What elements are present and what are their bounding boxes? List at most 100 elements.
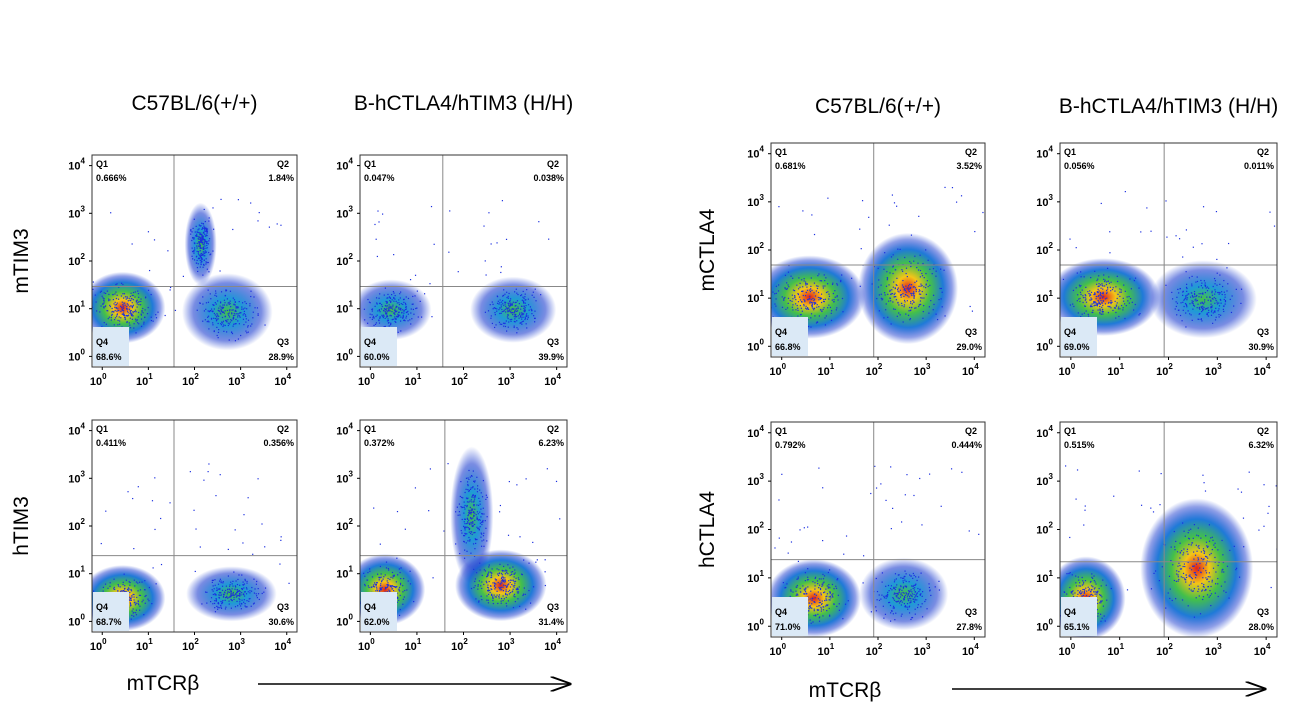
event-dot	[230, 591, 232, 593]
event-dot	[818, 306, 820, 308]
event-dot	[484, 520, 486, 522]
event-dot	[898, 602, 901, 604]
event-dot	[832, 596, 834, 598]
event-dot	[508, 309, 511, 311]
event-dot	[494, 584, 496, 586]
event-dot	[202, 232, 204, 234]
event-dot	[927, 285, 929, 288]
event-dot	[1191, 283, 1193, 285]
event-dot	[473, 481, 476, 483]
event-dot	[823, 581, 825, 583]
event-dot	[397, 316, 400, 318]
event-dot	[498, 309, 500, 311]
event-dot	[241, 588, 243, 590]
event-dot	[494, 586, 497, 589]
event-dot	[911, 294, 913, 297]
event-dot	[229, 595, 232, 597]
event-dot	[1210, 300, 1212, 302]
tick-exp: 3	[760, 193, 765, 202]
event-dot	[405, 304, 407, 306]
tick-label: 104	[1254, 362, 1271, 378]
event-dot	[1101, 283, 1103, 285]
event-dot	[390, 305, 392, 308]
event-dot	[815, 322, 818, 324]
event-dot	[514, 572, 516, 574]
event-dot	[969, 305, 971, 308]
event-dot	[1218, 302, 1220, 304]
event-dot	[932, 294, 935, 296]
event-dot	[784, 296, 786, 299]
event-dot	[895, 269, 897, 271]
event-dot	[1202, 558, 1204, 561]
event-dot	[1150, 507, 1152, 509]
event-dot	[474, 519, 476, 521]
event-dot	[486, 576, 488, 578]
event-dot	[500, 572, 503, 575]
event-dot	[193, 259, 196, 261]
event-dot	[502, 577, 505, 579]
event-dot	[206, 242, 208, 244]
event-dot	[132, 497, 134, 500]
event-dot	[398, 302, 400, 304]
event-dot	[395, 321, 397, 323]
tick-base: 10	[336, 208, 348, 220]
event-dot	[500, 581, 502, 583]
event-dot	[1090, 299, 1092, 301]
event-dot	[208, 240, 210, 242]
event-dot	[242, 593, 245, 595]
event-dot	[1099, 294, 1101, 296]
event-dot	[455, 543, 457, 545]
event-dot	[1110, 307, 1112, 309]
event-dot	[247, 319, 250, 321]
event-dot	[1198, 313, 1200, 315]
event-dot	[1111, 301, 1113, 303]
event-dot	[1210, 303, 1212, 305]
tick-base: 10	[68, 304, 80, 316]
event-dot	[1211, 290, 1213, 292]
event-dot	[908, 310, 910, 312]
event-dot	[513, 576, 515, 578]
event-dot	[231, 588, 233, 590]
event-dot	[1184, 298, 1186, 300]
event-dot	[507, 310, 510, 312]
event-dot	[245, 315, 247, 317]
event-dot	[797, 578, 799, 580]
event-dot	[372, 317, 374, 319]
tick-base: 10	[68, 473, 80, 485]
event-dot	[501, 310, 503, 313]
event-dot	[126, 307, 128, 310]
event-dot	[820, 301, 823, 304]
event-dot	[457, 514, 459, 516]
event-dot	[1193, 558, 1195, 560]
event-dot	[1187, 310, 1189, 312]
event-dot	[1211, 294, 1214, 296]
event-dot	[237, 306, 239, 308]
event-dot	[1198, 307, 1200, 309]
event-dot	[128, 599, 130, 601]
event-dot	[961, 471, 963, 473]
event-dot	[878, 599, 881, 601]
tick-base: 10	[747, 476, 759, 488]
event-dot	[905, 267, 908, 269]
event-dot	[1194, 574, 1197, 576]
event-dot	[375, 238, 377, 240]
event-dot	[477, 504, 480, 507]
event-dot	[237, 594, 239, 597]
event-dot	[1084, 296, 1086, 299]
event-dot	[218, 307, 220, 309]
event-dot	[822, 308, 824, 311]
event-dot	[502, 581, 505, 583]
event-dot	[1080, 590, 1082, 592]
event-dot	[198, 237, 200, 239]
event-dot	[505, 307, 508, 309]
event-dot	[396, 310, 398, 312]
event-dot	[791, 306, 793, 308]
event-dot	[1190, 544, 1192, 546]
event-dot	[390, 576, 392, 578]
event-dot	[405, 311, 408, 314]
event-dot	[909, 602, 911, 604]
event-dot	[797, 309, 799, 311]
tick-label: 103	[747, 472, 764, 488]
event-dot	[505, 305, 507, 307]
event-dot	[385, 588, 387, 590]
